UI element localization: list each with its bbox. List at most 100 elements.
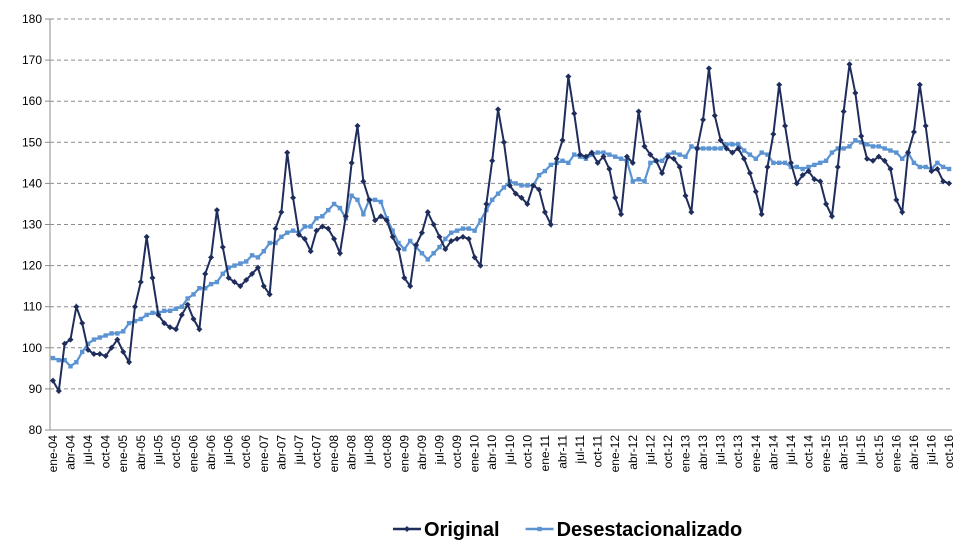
- x-tick-label: jul-07: [292, 435, 306, 466]
- point: [805, 168, 812, 175]
- point: [828, 213, 835, 220]
- point: [307, 248, 314, 255]
- point: [50, 355, 56, 361]
- point: [606, 166, 613, 173]
- point: [396, 240, 401, 246]
- point: [366, 196, 373, 203]
- point: [477, 262, 484, 269]
- point: [449, 230, 454, 235]
- point: [941, 164, 946, 170]
- point: [718, 146, 723, 151]
- point: [430, 221, 437, 228]
- point: [184, 301, 191, 308]
- point: [167, 308, 173, 314]
- point: [313, 227, 320, 234]
- point: [629, 159, 636, 166]
- point: [404, 526, 410, 532]
- point: [372, 217, 379, 224]
- x-tick-label: oct-14: [802, 435, 816, 469]
- point: [741, 148, 747, 153]
- y-tick-label: 150: [22, 135, 42, 149]
- point: [203, 286, 208, 291]
- point: [911, 160, 917, 166]
- point: [261, 249, 266, 254]
- point: [519, 183, 524, 188]
- point: [793, 180, 800, 187]
- point: [155, 311, 162, 318]
- point: [425, 257, 430, 262]
- point: [131, 303, 138, 310]
- point: [62, 357, 67, 363]
- series-line: [52, 64, 950, 395]
- point: [232, 263, 237, 268]
- point: [266, 291, 273, 298]
- point: [115, 331, 120, 336]
- point: [260, 283, 267, 290]
- point: [864, 155, 871, 162]
- point: [454, 228, 460, 233]
- x-tick-label: abr-09: [415, 435, 429, 470]
- point: [870, 144, 876, 149]
- point: [513, 181, 518, 186]
- point: [150, 310, 155, 316]
- point: [607, 152, 612, 157]
- x-tick-label: abr-04: [64, 435, 78, 470]
- point: [594, 159, 601, 166]
- point: [114, 336, 121, 343]
- x-tick-label: jul-05: [151, 435, 165, 466]
- point: [431, 251, 436, 256]
- point: [859, 140, 864, 145]
- point: [126, 320, 132, 326]
- point: [712, 146, 717, 151]
- x-tick-label: abr-15: [837, 435, 851, 470]
- point: [172, 326, 179, 333]
- point: [536, 172, 542, 178]
- point: [120, 348, 127, 355]
- point: [683, 154, 688, 159]
- point: [946, 180, 953, 187]
- point: [571, 110, 578, 117]
- point: [559, 137, 566, 144]
- point: [572, 152, 577, 157]
- point: [647, 151, 654, 158]
- point: [917, 164, 922, 170]
- point: [360, 178, 367, 185]
- point: [846, 61, 853, 68]
- y-tick-label: 140: [22, 176, 42, 190]
- point: [893, 196, 900, 203]
- point: [225, 274, 232, 281]
- point: [419, 251, 425, 256]
- point: [226, 265, 231, 270]
- point: [940, 178, 947, 185]
- point: [472, 228, 477, 233]
- x-tick-label: abr-08: [345, 435, 359, 470]
- x-tick-label: abr-11: [556, 435, 570, 469]
- point: [214, 279, 220, 285]
- point: [671, 150, 676, 155]
- point: [55, 387, 62, 394]
- x-tick-label: jul-11: [573, 435, 587, 465]
- x-tick-label: jul-09: [433, 435, 447, 466]
- legend: Original Desestacionalizado: [393, 519, 742, 541]
- point: [460, 226, 466, 231]
- point: [747, 152, 753, 157]
- point: [273, 240, 278, 246]
- point: [618, 156, 624, 161]
- point: [162, 308, 167, 314]
- point: [197, 286, 202, 291]
- point: [337, 205, 343, 211]
- x-tick-label: abr-14: [766, 435, 780, 470]
- point: [688, 209, 695, 216]
- point: [418, 229, 425, 236]
- point: [331, 235, 338, 242]
- point: [402, 246, 407, 252]
- point: [361, 212, 366, 217]
- point: [642, 179, 647, 184]
- point: [208, 254, 215, 261]
- point: [144, 312, 149, 318]
- point: [659, 158, 665, 163]
- point: [301, 235, 308, 242]
- x-tick-label: oct-16: [942, 435, 956, 469]
- point: [829, 150, 835, 155]
- point: [818, 160, 823, 166]
